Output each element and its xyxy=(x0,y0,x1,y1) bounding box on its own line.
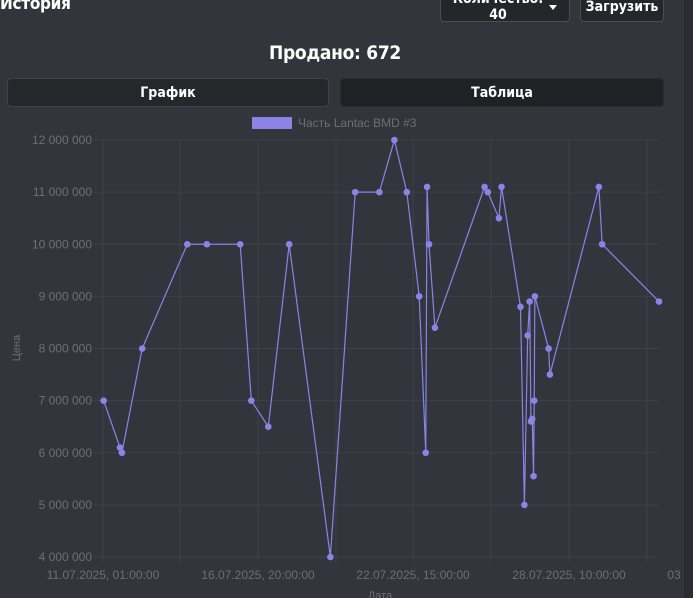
data-point[interactable] xyxy=(528,415,536,423)
data-point[interactable] xyxy=(546,371,554,378)
data-point[interactable] xyxy=(655,298,663,305)
chart-grid xyxy=(94,139,659,563)
chart-legend: Часть Lantac BMD #3 xyxy=(252,116,417,130)
x-tick-label: 28.07.2025, 10:00:00 xyxy=(512,568,626,582)
tab-table-label: Таблица xyxy=(471,84,533,101)
chart-series xyxy=(100,136,663,561)
y-tick-label: 12 000 000 xyxy=(32,133,92,147)
data-point[interactable] xyxy=(531,293,539,300)
data-point[interactable] xyxy=(598,240,606,248)
data-point[interactable] xyxy=(248,397,255,404)
data-point[interactable] xyxy=(118,449,126,457)
data-point[interactable] xyxy=(391,136,398,144)
data-point[interactable] xyxy=(595,183,603,191)
page-title: История xyxy=(0,0,71,14)
data-point[interactable] xyxy=(431,324,439,331)
data-point[interactable] xyxy=(327,553,334,561)
data-point[interactable] xyxy=(517,303,524,311)
data-point[interactable] xyxy=(526,298,533,305)
legend-swatch xyxy=(252,117,292,129)
count-dropdown-label: Количество: 40 xyxy=(453,0,544,23)
data-point[interactable] xyxy=(545,345,552,352)
data-point[interactable] xyxy=(351,188,359,196)
data-point[interactable] xyxy=(422,449,430,457)
y-tick-label: 4 000 000 xyxy=(39,550,93,564)
data-point[interactable] xyxy=(524,332,531,339)
y-tick-label: 10 000 000 xyxy=(32,237,92,251)
data-point[interactable] xyxy=(264,423,272,430)
data-point[interactable] xyxy=(415,293,423,300)
data-point[interactable] xyxy=(138,345,146,352)
data-point[interactable] xyxy=(521,501,528,509)
y-tick-label: 7 000 000 xyxy=(39,394,93,408)
y-axis-label: Цена xyxy=(11,334,23,361)
y-tick-label: 9 000 000 xyxy=(39,289,93,303)
caret-down-icon xyxy=(549,4,558,10)
x-tick-label: 03.08.2025, 05:00:00 xyxy=(667,568,680,582)
x-tick-label: 22.07.2025, 15:00:00 xyxy=(356,568,470,582)
data-point[interactable] xyxy=(376,188,383,196)
data-point[interactable] xyxy=(116,444,124,451)
series-line xyxy=(103,137,660,558)
y-tick-label: 11 000 000 xyxy=(33,185,92,199)
data-point[interactable] xyxy=(530,472,537,480)
tab-chart[interactable]: График xyxy=(7,78,329,107)
data-point[interactable] xyxy=(285,240,293,248)
data-point[interactable] xyxy=(403,188,411,196)
tab-chart-label: График xyxy=(140,84,196,101)
data-point[interactable] xyxy=(423,183,431,191)
sold-count: Продано: 672 xyxy=(268,42,402,64)
load-button[interactable]: Загрузить xyxy=(580,0,664,22)
data-point[interactable] xyxy=(100,397,107,404)
data-point[interactable] xyxy=(530,397,538,404)
x-tick-label: 11.07.2025, 01:00:00 xyxy=(47,568,160,582)
data-point[interactable] xyxy=(183,240,191,248)
data-point[interactable] xyxy=(236,240,244,248)
scrollbar[interactable] xyxy=(684,0,693,598)
load-button-label: Загрузить xyxy=(585,0,659,15)
count-dropdown-button[interactable]: Количество: 40 xyxy=(440,0,570,23)
data-point[interactable] xyxy=(203,240,211,248)
data-point[interactable] xyxy=(481,183,488,191)
data-point[interactable] xyxy=(498,183,505,191)
y-tick-label: 5 000 000 xyxy=(39,498,93,512)
data-point[interactable] xyxy=(495,214,503,222)
y-tick-label: 6 000 000 xyxy=(39,446,93,460)
data-point[interactable] xyxy=(425,240,433,248)
y-axis-tick-labels: 4 000 000 5 000 000 6 000 000 7 000 000 8 00… xyxy=(32,133,92,564)
legend-label: Часть Lantac BMD #3 xyxy=(298,116,417,130)
tab-table[interactable]: Таблица xyxy=(340,78,664,107)
y-tick-label: 8 000 000 xyxy=(39,342,93,356)
data-point[interactable] xyxy=(484,188,492,196)
x-tick-label: 16.07.2025, 20:00:00 xyxy=(201,568,315,582)
x-axis-label: Дата xyxy=(368,590,393,598)
x-axis-tick-labels: 11.07.2025, 01:00:00 16.07.2025, 20:00:00… xyxy=(47,568,680,582)
